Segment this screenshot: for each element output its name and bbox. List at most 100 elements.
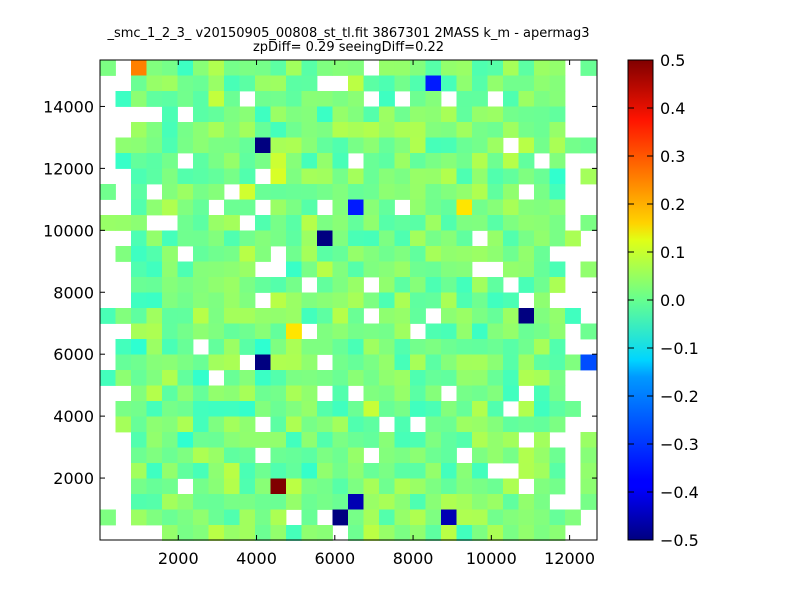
heatmap-cell xyxy=(394,277,411,293)
heatmap-cell xyxy=(224,277,240,293)
heatmap-cell xyxy=(162,525,178,541)
heatmap-cell xyxy=(255,323,271,340)
y-tick-label: 14000 xyxy=(43,97,94,116)
colorbar-tick-label: −0.2 xyxy=(660,387,699,406)
heatmap-cell xyxy=(456,354,473,371)
heatmap-cell xyxy=(441,292,457,309)
heatmap-cell xyxy=(472,494,488,510)
heatmap-cell xyxy=(146,463,163,479)
heatmap-cell xyxy=(394,494,411,510)
heatmap-cell xyxy=(286,246,302,262)
heatmap-cell xyxy=(177,370,194,386)
heatmap-cell xyxy=(580,215,597,231)
heatmap-cell xyxy=(146,354,163,371)
heatmap-cell xyxy=(363,199,380,216)
heatmap-cell xyxy=(193,168,209,185)
heatmap-cell xyxy=(441,230,457,247)
heatmap-cell xyxy=(146,416,163,433)
heatmap-cell xyxy=(549,447,566,464)
heatmap-cell xyxy=(270,168,287,185)
heatmap-cell xyxy=(193,432,209,448)
heatmap-cell xyxy=(534,385,550,402)
heatmap-cell xyxy=(348,292,364,309)
heatmap-cell xyxy=(177,261,194,278)
heatmap-cell xyxy=(472,106,488,123)
heatmap-cell xyxy=(379,246,395,262)
heatmap-cell xyxy=(224,478,240,495)
heatmap-cell xyxy=(208,478,225,495)
heatmap-cell xyxy=(162,153,178,169)
heatmap-cell xyxy=(177,168,194,185)
heatmap-cell xyxy=(208,215,225,231)
heatmap-cell xyxy=(487,354,504,371)
heatmap-cell xyxy=(301,184,318,200)
heatmap-cell xyxy=(534,416,550,433)
heatmap-cell xyxy=(487,509,504,526)
heatmap-cell xyxy=(549,416,566,433)
heatmap-cell xyxy=(255,75,271,92)
heatmap-cell xyxy=(456,308,473,324)
heatmap-cell xyxy=(410,184,426,200)
heatmap-cell xyxy=(487,478,504,495)
heatmap-cell xyxy=(332,323,349,340)
heatmap-cell xyxy=(363,292,380,309)
heatmap-cell xyxy=(270,277,287,293)
heatmap-cell xyxy=(518,339,535,355)
colorbar-tick-label: 0.5 xyxy=(660,51,685,70)
heatmap-cell xyxy=(224,339,240,355)
heatmap-cell xyxy=(503,385,519,402)
heatmap-cell xyxy=(162,230,178,247)
heatmap-cell xyxy=(224,416,240,433)
heatmap-cell xyxy=(224,246,240,262)
heatmap-cell xyxy=(193,184,209,200)
heatmap-cell xyxy=(472,168,488,185)
heatmap-cell xyxy=(441,184,457,200)
heatmap-cell xyxy=(208,509,225,526)
heatmap-cell xyxy=(224,199,240,216)
heatmap-cell xyxy=(239,401,256,417)
heatmap-cell xyxy=(348,215,364,231)
heatmap-cell xyxy=(456,122,473,138)
heatmap-cell xyxy=(239,153,256,169)
heatmap-cell xyxy=(425,184,442,200)
heatmap-cell xyxy=(286,416,302,433)
heatmap-cell xyxy=(286,525,302,541)
heatmap-cell xyxy=(146,122,163,138)
heatmap-cell xyxy=(410,261,426,278)
heatmap-cell xyxy=(208,339,225,355)
heatmap-cell xyxy=(255,122,271,138)
heatmap-cell xyxy=(503,215,519,231)
heatmap-cell xyxy=(565,137,581,154)
heatmap-cell xyxy=(162,401,178,417)
heatmap-cell xyxy=(441,168,457,185)
heatmap-cell xyxy=(131,75,147,92)
heatmap-cell xyxy=(394,60,411,76)
heatmap-cell xyxy=(255,246,271,262)
heatmap-cell xyxy=(301,292,318,309)
heatmap-cell xyxy=(286,339,302,355)
heatmap-cell xyxy=(286,106,302,123)
heatmap-cell xyxy=(487,137,504,154)
heatmap-cell xyxy=(332,463,349,479)
heatmap-cell xyxy=(379,199,395,216)
heatmap-cell xyxy=(332,168,349,185)
heatmap-cell xyxy=(332,509,349,526)
heatmap-cell xyxy=(193,401,209,417)
heatmap-cell xyxy=(441,447,457,464)
heatmap-cell xyxy=(100,184,116,200)
heatmap-cell xyxy=(193,261,209,278)
heatmap-cell xyxy=(518,153,535,169)
heatmap-cell xyxy=(425,137,442,154)
heatmap-cell xyxy=(208,401,225,417)
heatmap-cell xyxy=(534,447,550,464)
heatmap-cell xyxy=(425,525,442,541)
heatmap-cell xyxy=(255,354,271,371)
heatmap-cell xyxy=(379,277,395,293)
heatmap-cell xyxy=(518,416,535,433)
heatmap-cell xyxy=(162,184,178,200)
heatmap-cell xyxy=(208,91,225,107)
heatmap-cell xyxy=(534,308,550,324)
heatmap-cell xyxy=(394,323,411,340)
heatmap-cell xyxy=(441,308,457,324)
heatmap-cell xyxy=(270,153,287,169)
